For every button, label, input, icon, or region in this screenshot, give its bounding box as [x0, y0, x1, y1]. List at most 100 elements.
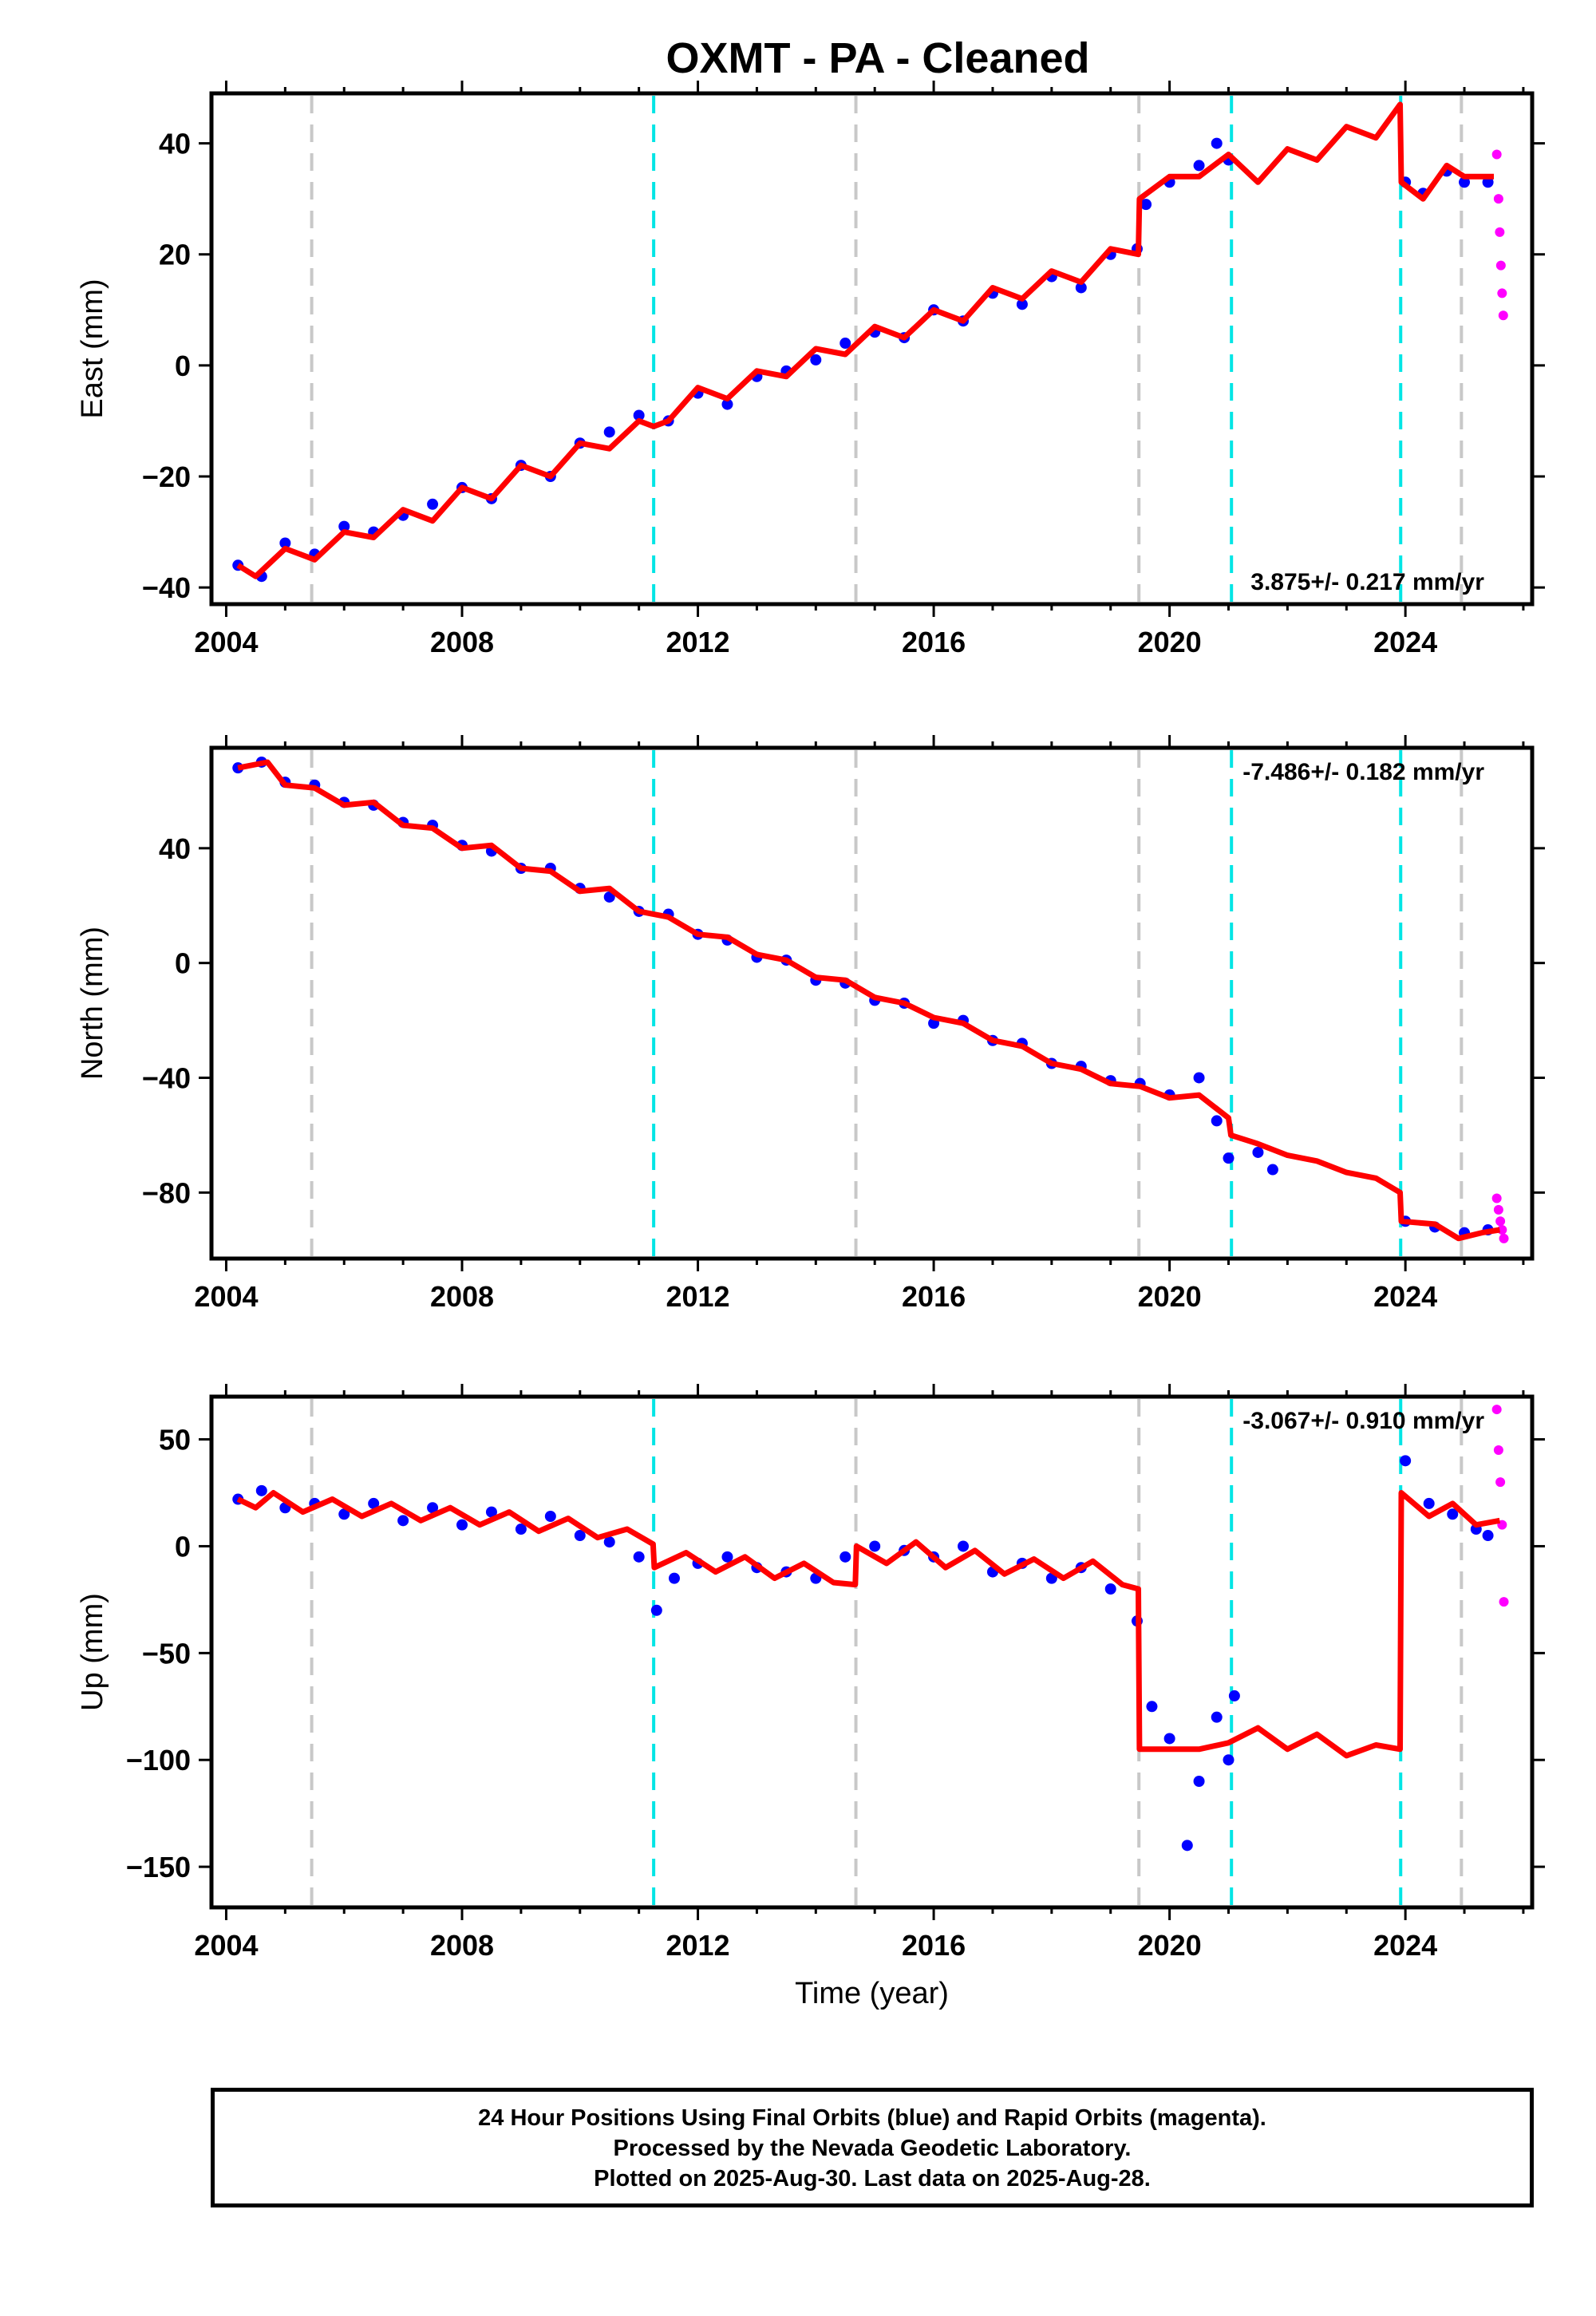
final-orbit-point	[1104, 1583, 1116, 1595]
final-orbit-point	[810, 354, 822, 366]
final-orbit-point	[1075, 282, 1087, 294]
velocity-label: -7.486+/- 0.182 mm/yr	[1242, 759, 1484, 785]
final-orbit-point	[603, 891, 615, 903]
velocity-label: 3.875+/- 0.217 mm/yr	[1250, 569, 1484, 595]
x-tick-label: 2004	[194, 626, 258, 658]
rapid-orbit-point	[1498, 310, 1508, 321]
x-tick-label: 2024	[1373, 1280, 1437, 1313]
y-axis-label: East (mm)	[76, 279, 109, 418]
y-axis-label: Up (mm)	[76, 1593, 109, 1711]
y-tick-label: −40	[142, 571, 191, 604]
final-orbit-point	[958, 1540, 970, 1552]
final-orbit-point	[1482, 1530, 1494, 1542]
model-line	[237, 759, 1500, 1242]
final-orbit-point	[368, 1497, 380, 1509]
rapid-orbit-point	[1491, 149, 1502, 160]
y-tick-label: 0	[175, 350, 191, 382]
final-orbit-point	[1193, 160, 1205, 172]
x-tick-label: 2012	[666, 626, 729, 658]
final-orbit-point	[1482, 176, 1494, 188]
final-orbit-point	[1252, 1146, 1264, 1158]
final-orbit-point	[633, 1551, 645, 1563]
final-orbit-point	[650, 1604, 662, 1616]
y-tick-label: −150	[126, 1851, 191, 1883]
final-orbit-point	[1459, 176, 1471, 188]
y-tick-label: 50	[159, 1424, 191, 1456]
x-tick-label: 2020	[1138, 1929, 1202, 1962]
final-orbit-point	[839, 338, 851, 350]
x-tick-label: 2012	[666, 1929, 729, 1962]
final-orbit-point	[544, 1510, 556, 1522]
final-orbit-point	[1193, 1072, 1205, 1084]
final-orbit-point	[574, 1530, 586, 1542]
y-tick-label: 20	[159, 239, 191, 271]
y-axis-label: North (mm)	[76, 927, 109, 1080]
rapid-orbit-point	[1495, 260, 1506, 271]
rapid-orbit-point	[1495, 227, 1505, 237]
rapid-orbit-point	[1493, 194, 1503, 204]
final-orbit-point	[1181, 1840, 1193, 1852]
final-orbit-point	[338, 520, 350, 532]
y-tick-label: −80	[142, 1176, 191, 1209]
final-orbit-point	[1447, 1508, 1459, 1520]
final-orbit-point	[515, 1524, 527, 1535]
y-tick-label: −50	[142, 1637, 191, 1670]
model-line	[236, 101, 1494, 579]
final-orbit-point	[1211, 1115, 1223, 1127]
footer-line-1: 24 Hour Positions Using Final Orbits (bl…	[478, 2105, 1266, 2131]
x-tick-label: 2008	[430, 1280, 494, 1313]
final-orbit-point	[1211, 137, 1223, 149]
final-orbit-point	[279, 537, 291, 549]
final-orbit-point	[603, 1536, 615, 1548]
y-tick-label: 0	[175, 1530, 191, 1563]
final-orbit-point	[1140, 199, 1152, 211]
final-orbit-point	[721, 398, 733, 410]
final-orbit-point	[338, 1508, 350, 1520]
footer-line-2: Processed by the Nevada Geodetic Laborat…	[613, 2136, 1132, 2161]
x-axis-label: Time (year)	[795, 1977, 949, 2010]
y-tick-label: 40	[159, 832, 191, 865]
final-orbit-point	[1266, 1164, 1278, 1176]
panel-frame	[209, 1394, 1535, 1910]
footer-caption: 24 Hour Positions Using Final Orbits (bl…	[211, 2088, 1534, 2207]
final-orbit-point	[485, 1506, 497, 1518]
rapid-orbit-point	[1493, 1445, 1503, 1455]
final-orbit-point	[1223, 1152, 1235, 1164]
rapid-orbit-point	[1499, 1233, 1509, 1243]
y-tick-label: −20	[142, 460, 191, 493]
rapid-orbit-point	[1493, 1204, 1503, 1215]
x-tick-label: 2008	[430, 1929, 494, 1962]
page-title: OXMT - PA - Cleaned	[666, 34, 1090, 82]
final-orbit-point	[1193, 1776, 1205, 1788]
final-orbit-point	[668, 1572, 680, 1584]
final-orbit-point	[427, 498, 439, 510]
rapid-orbit-point	[1491, 1405, 1502, 1415]
final-orbit-point	[721, 1551, 733, 1563]
panel-3: 2004 2008 2012 2016 2020 2024 −150 −100 −50 0 50 Up…	[76, 1384, 1545, 2010]
final-orbit-point	[839, 1551, 851, 1563]
final-orbit-point	[1423, 1497, 1435, 1509]
rapid-orbit-point	[1491, 1193, 1502, 1203]
x-tick-label: 2016	[902, 1929, 966, 1962]
velocity-label: -3.067+/- 0.910 mm/yr	[1242, 1408, 1484, 1434]
model-line	[236, 1490, 1501, 1759]
panel-frame	[209, 91, 1535, 607]
rapid-orbit-point	[1495, 1477, 1506, 1488]
final-orbit-point	[427, 1502, 439, 1514]
x-tick-label: 2008	[430, 626, 494, 658]
x-tick-label: 2004	[194, 1280, 258, 1313]
footer-line-3: Plotted on 2025-Aug-30. Last data on 202…	[594, 2166, 1151, 2192]
y-tick-label: −40	[142, 1061, 191, 1094]
final-orbit-point	[1400, 1455, 1412, 1467]
x-tick-label: 2016	[902, 626, 966, 658]
x-tick-label: 2024	[1373, 1929, 1437, 1962]
final-orbit-point	[1016, 298, 1028, 310]
final-orbit-point	[397, 1515, 409, 1527]
final-orbit-point	[1163, 1733, 1175, 1745]
final-orbit-point	[1223, 1754, 1235, 1766]
x-tick-label: 2020	[1138, 1280, 1202, 1313]
y-tick-label: 0	[175, 947, 191, 980]
x-tick-label: 2016	[902, 1280, 966, 1313]
rapid-orbit-point	[1497, 288, 1507, 298]
